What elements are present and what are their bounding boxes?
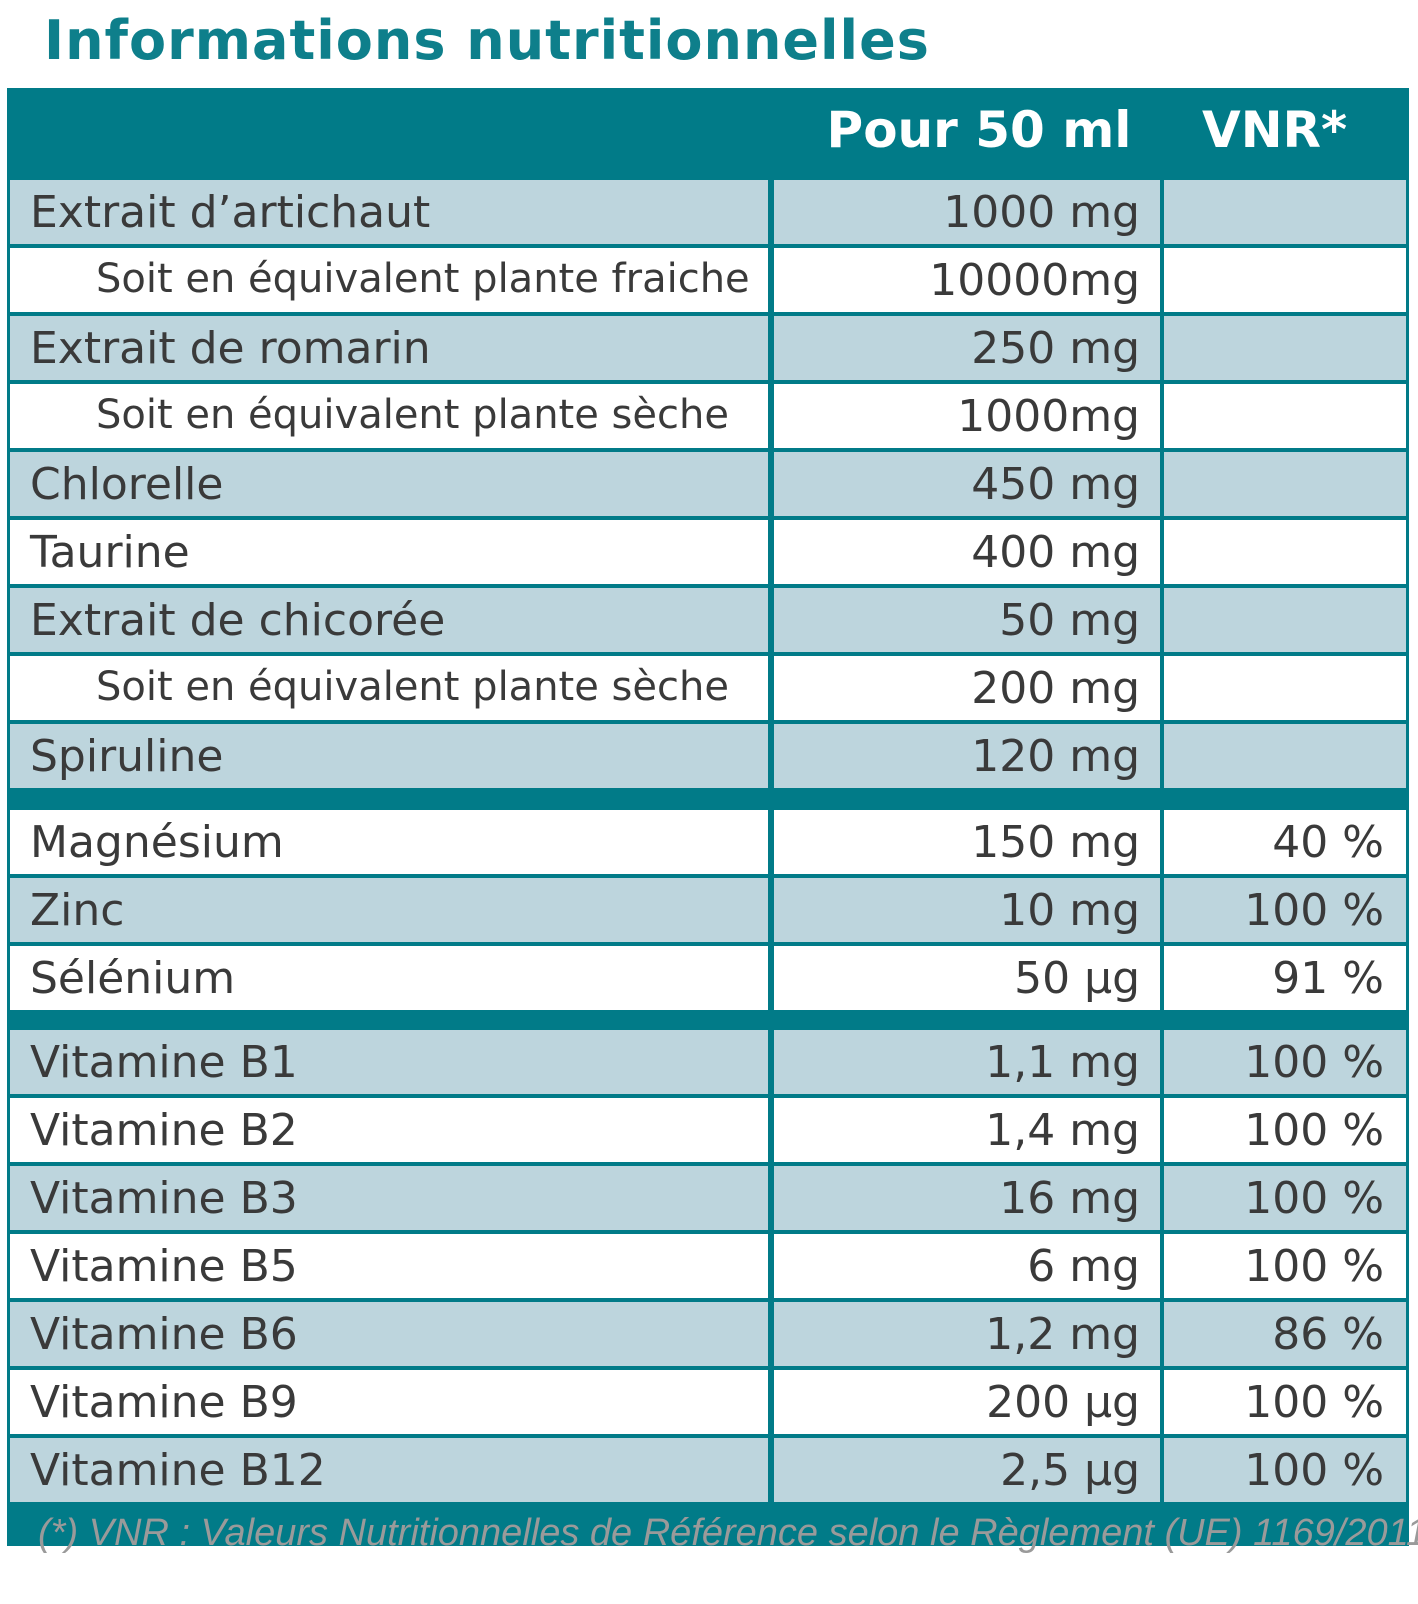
table-row: Extrait de romarin 250 mg — [10, 316, 1406, 380]
row-name: Vitamine B9 — [10, 1370, 768, 1434]
table-row: Soit en équivalent plante sèche 1000mg — [10, 384, 1406, 448]
row-name: Chlorelle — [10, 452, 768, 516]
row-amount: 450 mg — [774, 452, 1160, 516]
row-vnr: 100 % — [1164, 1166, 1406, 1230]
table-row: Soit en équivalent plante sèche 200 mg — [10, 656, 1406, 720]
row-vnr — [1164, 452, 1406, 516]
row-name: Extrait de romarin — [10, 316, 768, 380]
table-header: Pour 50 ml VNR* — [7, 88, 1409, 180]
row-amount: 200 µg — [774, 1370, 1160, 1434]
row-name: Extrait de chicorée — [10, 588, 768, 652]
row-amount: 1000 mg — [774, 180, 1160, 244]
table-row: Vitamine B3 16 mg 100 % — [10, 1166, 1406, 1230]
row-amount: 1,4 mg — [774, 1098, 1160, 1162]
row-name: Vitamine B5 — [10, 1234, 768, 1298]
row-name: Soit en équivalent plante fraiche — [10, 248, 768, 312]
row-name: Vitamine B12 — [10, 1438, 768, 1502]
row-amount: 150 mg — [774, 810, 1160, 874]
table-row: Extrait d’artichaut 1000 mg — [10, 180, 1406, 244]
table-row: Vitamine B1 1,1 mg 100 % — [10, 1030, 1406, 1094]
row-amount: 10 mg — [774, 878, 1160, 942]
page-title: Informations nutritionnelles — [44, 9, 930, 72]
row-name: Vitamine B6 — [10, 1302, 768, 1366]
header-amount: Pour 50 ml — [826, 101, 1132, 159]
row-vnr: 86 % — [1164, 1302, 1406, 1366]
row-name: Magnésium — [10, 810, 768, 874]
row-name: Vitamine B2 — [10, 1098, 768, 1162]
row-vnr: 100 % — [1164, 1370, 1406, 1434]
header-vnr: VNR* — [1202, 101, 1348, 159]
row-amount: 200 mg — [774, 656, 1160, 720]
table-row: Zinc 10 mg 100 % — [10, 878, 1406, 942]
row-amount: 50 µg — [774, 946, 1160, 1010]
row-vnr — [1164, 384, 1406, 448]
table-row: Taurine 400 mg — [10, 520, 1406, 584]
row-amount: 400 mg — [774, 520, 1160, 584]
table-row: Magnésium 150 mg 40 % — [10, 810, 1406, 874]
row-name: Soit en équivalent plante sèche — [10, 656, 768, 720]
row-vnr — [1164, 656, 1406, 720]
row-vnr: 100 % — [1164, 1234, 1406, 1298]
table-row: Vitamine B5 6 mg 100 % — [10, 1234, 1406, 1298]
row-name: Vitamine B1 — [10, 1030, 768, 1094]
row-vnr: 91 % — [1164, 946, 1406, 1010]
table-row: Sélénium 50 µg 91 % — [10, 946, 1406, 1010]
row-amount: 120 mg — [774, 724, 1160, 788]
row-amount: 1,1 mg — [774, 1030, 1160, 1094]
row-name: Sélénium — [10, 946, 768, 1010]
row-vnr: 100 % — [1164, 1438, 1406, 1502]
row-vnr: 100 % — [1164, 1030, 1406, 1094]
table-row: Spiruline 120 mg — [10, 724, 1406, 788]
row-vnr: 100 % — [1164, 1098, 1406, 1162]
table-row: Vitamine B2 1,4 mg 100 % — [10, 1098, 1406, 1162]
row-vnr: 100 % — [1164, 878, 1406, 942]
table-row: Vitamine B9 200 µg 100 % — [10, 1370, 1406, 1434]
table-row: Chlorelle 450 mg — [10, 452, 1406, 516]
row-amount: 50 mg — [774, 588, 1160, 652]
row-name: Extrait d’artichaut — [10, 180, 768, 244]
row-vnr — [1164, 588, 1406, 652]
row-amount: 1,2 mg — [774, 1302, 1160, 1366]
row-vnr — [1164, 316, 1406, 380]
row-name: Spiruline — [10, 724, 768, 788]
row-name: Soit en équivalent plante sèche — [10, 384, 768, 448]
footnote: (*) VNR : Valeurs Nutritionnelles de Réf… — [38, 1512, 1418, 1554]
row-name: Vitamine B3 — [10, 1166, 768, 1230]
row-name: Taurine — [10, 520, 768, 584]
row-vnr — [1164, 248, 1406, 312]
row-amount: 250 mg — [774, 316, 1160, 380]
row-amount: 6 mg — [774, 1234, 1160, 1298]
row-amount: 16 mg — [774, 1166, 1160, 1230]
row-amount: 2,5 µg — [774, 1438, 1160, 1502]
row-vnr — [1164, 180, 1406, 244]
row-name: Zinc — [10, 878, 768, 942]
table-row: Vitamine B12 2,5 µg 100 % — [10, 1438, 1406, 1502]
table-row: Vitamine B6 1,2 mg 86 % — [10, 1302, 1406, 1366]
table-row: Extrait de chicorée 50 mg — [10, 588, 1406, 652]
nutrition-table: Pour 50 ml VNR* Extrait d’artichaut 1000… — [7, 88, 1409, 1546]
table-row: Soit en équivalent plante fraiche 10000m… — [10, 248, 1406, 312]
row-vnr — [1164, 724, 1406, 788]
row-amount: 10000mg — [774, 248, 1160, 312]
row-amount: 1000mg — [774, 384, 1160, 448]
row-vnr — [1164, 520, 1406, 584]
row-vnr: 40 % — [1164, 810, 1406, 874]
